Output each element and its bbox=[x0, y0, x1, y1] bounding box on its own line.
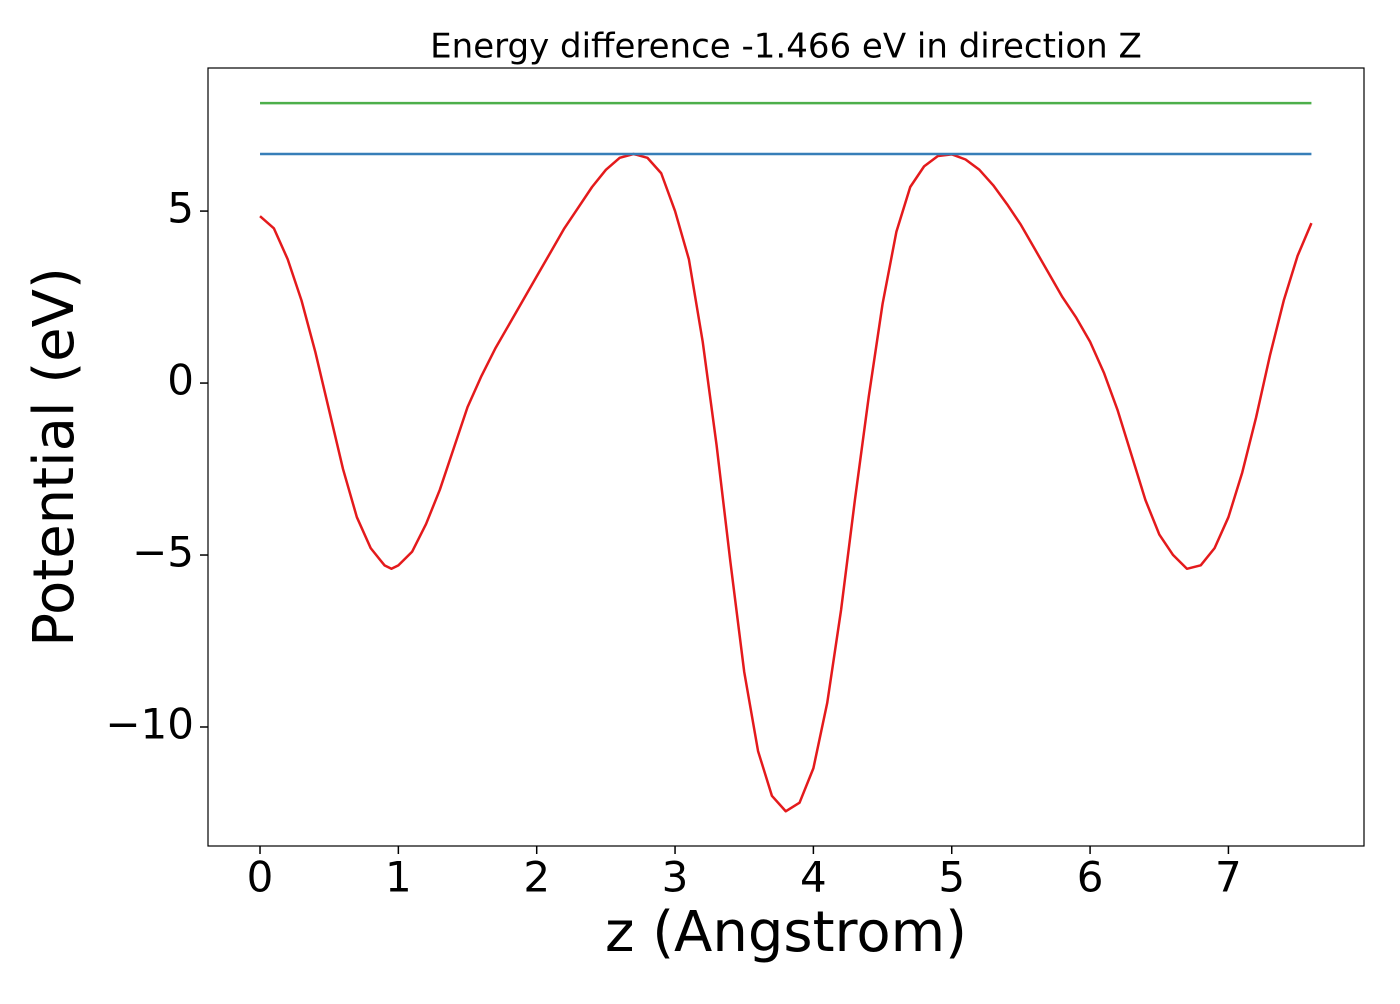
x-tick-label: 1 bbox=[385, 853, 412, 902]
y-tick-label: −10 bbox=[105, 699, 194, 748]
plot-frame bbox=[207, 67, 1365, 847]
y-tick-label: −5 bbox=[132, 528, 194, 577]
x-tick-label: 2 bbox=[523, 853, 550, 902]
chart-title: Energy difference -1.466 eV in direction… bbox=[430, 27, 1142, 67]
x-tick-label: 0 bbox=[247, 853, 274, 902]
y-tick-label: 0 bbox=[167, 356, 194, 405]
x-tick-label: 7 bbox=[1215, 853, 1242, 902]
x-tick-label: 4 bbox=[800, 853, 827, 902]
y-axis-label: Potential (eV) bbox=[22, 267, 87, 647]
y-tick-label: 5 bbox=[167, 184, 194, 233]
series-line bbox=[259, 152, 1313, 813]
x-axis-label: z (Angstrom) bbox=[605, 900, 967, 965]
x-tick-label: 5 bbox=[938, 853, 965, 902]
x-tick-label: 3 bbox=[662, 853, 689, 902]
x-tick-label: 6 bbox=[1077, 853, 1104, 902]
